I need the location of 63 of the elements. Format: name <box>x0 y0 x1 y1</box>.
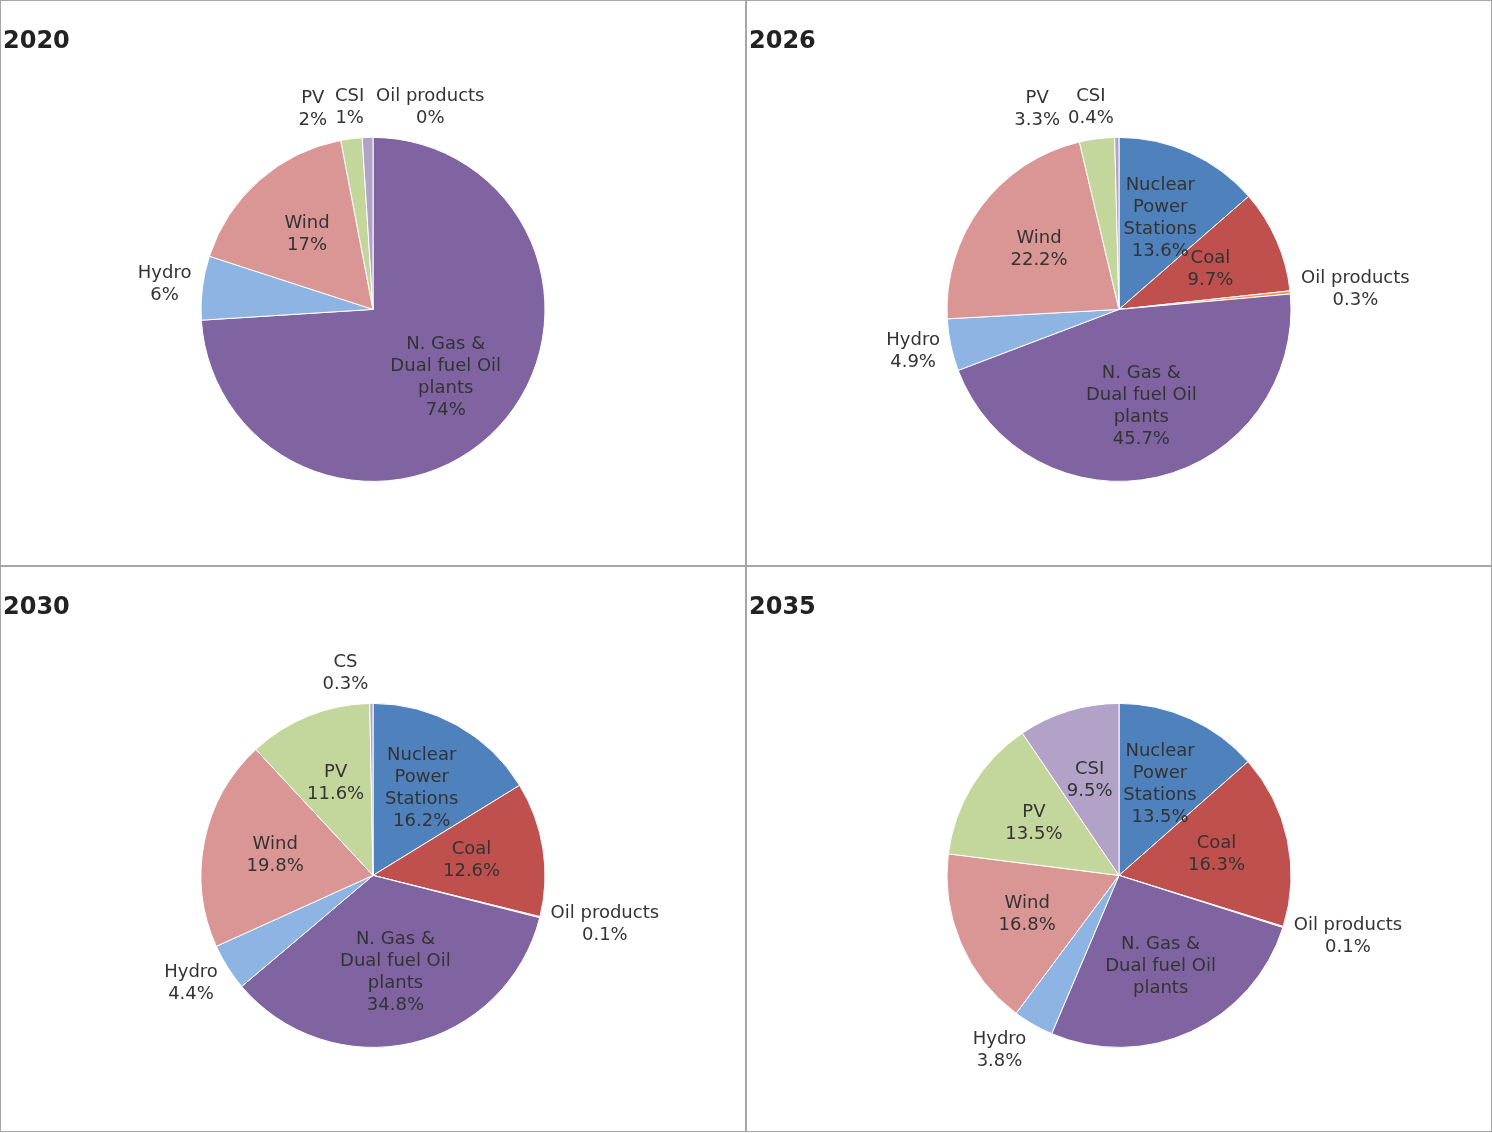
data-label: 74% <box>425 398 466 420</box>
data-label: 13.6% <box>1131 239 1189 261</box>
slice-label: CSI <box>1075 756 1105 778</box>
chart-title: 2035 <box>749 591 816 620</box>
chart-title: 2020 <box>3 25 70 54</box>
data-label: 16.3% <box>1187 853 1246 875</box>
chart-title: 2030 <box>3 591 70 620</box>
data-label: 3.8% <box>976 1049 1023 1071</box>
data-label: 9.5% <box>1066 778 1113 800</box>
data-label: 6% <box>150 282 179 304</box>
slice-label: PV <box>301 85 326 107</box>
data-label: 1% <box>335 106 364 128</box>
data-label: 4.4% <box>168 981 214 1003</box>
data-label: 16.2% <box>393 809 451 830</box>
data-label: 34.8% <box>366 993 425 1015</box>
slice-label: Oil products <box>1301 266 1410 288</box>
data-label: 17% <box>287 233 328 255</box>
slice-label: Wind <box>1004 891 1050 913</box>
slice-label: CSI <box>1076 84 1106 106</box>
slice-label: CSI <box>335 84 365 106</box>
data-label: 45.7% <box>1112 427 1170 449</box>
data-label: 0.3% <box>322 672 369 694</box>
data-label: 11.6% <box>307 781 365 803</box>
slice-label: PV <box>1022 799 1047 821</box>
data-label: 0.1% <box>581 923 628 945</box>
slice-label: Wind <box>252 832 298 854</box>
data-label: 3.3% <box>1014 107 1061 129</box>
slice-label: Oil products <box>550 901 660 923</box>
slice-label: Coal <box>1190 246 1231 268</box>
data-label: 13.5% <box>1131 805 1189 827</box>
chart-title: 2026 <box>749 25 816 54</box>
slice-label: N. Gas & Dual fuel Oil plants <box>1105 931 1216 997</box>
slice-label: Oil products <box>1293 912 1403 934</box>
data-label: 0.1% <box>1325 934 1371 956</box>
text: 0% <box>415 106 445 128</box>
slice-label: N. Gas & Dual fuel Oil plants <box>340 927 451 993</box>
slice-label: Hydro <box>972 1027 1027 1049</box>
data-label: 13.5% <box>1005 821 1063 843</box>
slice-label: Wind <box>284 211 330 233</box>
slice-label: N. Gas & Dual fuel Oil plants <box>1085 361 1197 427</box>
slice-label: N. Gas & Dual fuel Oil plants <box>390 332 502 398</box>
slice-label: PV <box>324 759 348 781</box>
category-label: Oil products <box>375 84 485 106</box>
data-label: 16.8% <box>998 913 1056 935</box>
slice-label: Hydro <box>137 260 192 282</box>
data-label: 2% <box>298 107 328 129</box>
data-label: 4.9% <box>890 349 936 371</box>
slice-label: Nuclear Power Stations <box>1123 739 1197 805</box>
slice-label: Wind <box>1016 226 1062 248</box>
slice-label: Coal <box>1196 831 1237 853</box>
data-label: 9.7% <box>1187 268 1234 290</box>
slice-label: Hydro <box>886 327 940 349</box>
slice-label: Nuclear Power Stations <box>385 743 459 808</box>
data-label: 0.3% <box>1332 288 1379 310</box>
data-label: 12.6% <box>442 858 501 880</box>
slice-label: Nuclear Power Stations <box>1123 173 1197 239</box>
data-label: 22.2% <box>1010 248 1068 270</box>
slice-label: PV <box>1025 85 1050 107</box>
data-label: 19.8% <box>246 854 304 876</box>
slice-label: CS <box>333 650 358 672</box>
slice-label: Coal <box>451 836 492 858</box>
slice-label: Hydro <box>164 959 218 981</box>
data-label: 0.4% <box>1068 106 1114 128</box>
